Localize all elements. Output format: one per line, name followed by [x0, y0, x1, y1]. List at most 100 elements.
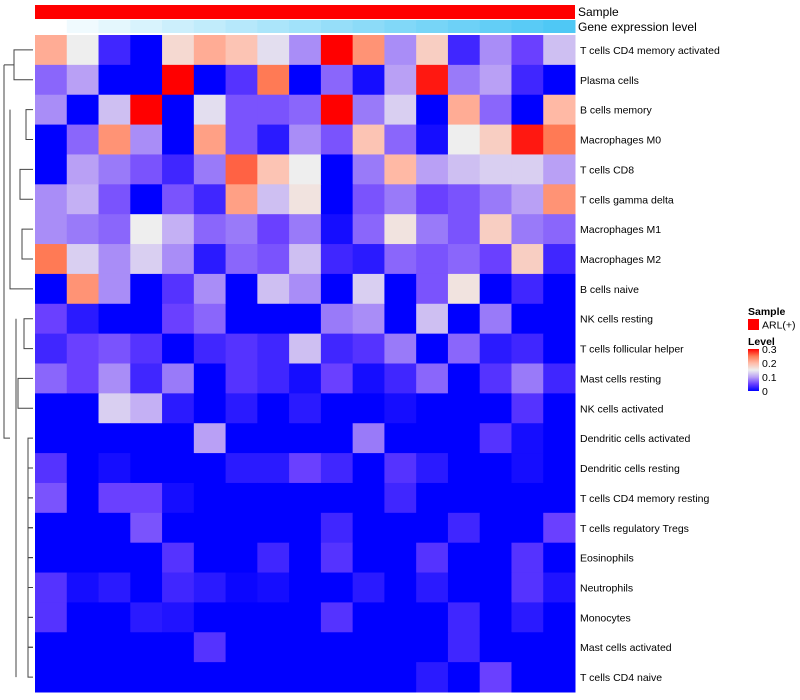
heatmap-cell: [416, 154, 449, 185]
heatmap-cell: [35, 333, 68, 364]
heatmap-cell: [543, 632, 576, 663]
heatmap-cell: [98, 363, 131, 394]
heatmap-cell: [289, 214, 322, 245]
heatmap-cell: [130, 363, 163, 394]
heatmap-cell: [320, 662, 354, 693]
heatmap-cell: [320, 244, 354, 275]
heatmap-cell: [320, 572, 354, 603]
heatmap-cell: [352, 94, 385, 126]
heatmap-cell: [352, 303, 385, 335]
heatmap-cell: [257, 273, 290, 305]
heatmap-cell: [225, 184, 258, 215]
heatmap-cell: [193, 632, 227, 663]
heatmap-cell: [225, 273, 258, 305]
row-label: T cells CD4 memory activated: [580, 45, 720, 57]
heatmap-cell: [352, 64, 385, 96]
heatmap-cell: [35, 64, 68, 96]
heatmap-cell: [35, 662, 68, 693]
heatmap-cell: [384, 662, 417, 693]
heatmap-cell: [511, 632, 544, 663]
heatmap-cell: [162, 393, 195, 424]
heatmap-cell: [35, 363, 68, 394]
heatmap-cell: [416, 363, 449, 394]
heatmap-cell: [543, 303, 576, 335]
dendrogram-branch: [27, 557, 33, 588]
heatmap-cell: [320, 124, 354, 155]
row-label: Mast cells activated: [580, 642, 672, 654]
gene-expression-annotation-cell: [352, 20, 385, 33]
heatmap-cell: [543, 363, 576, 394]
heatmap-cell: [416, 244, 449, 275]
heatmap-cell: [162, 482, 195, 514]
heatmap-cell: [162, 244, 195, 275]
heatmap-cell: [416, 184, 449, 215]
heatmap-cell: [257, 333, 290, 364]
heatmap-cell: [511, 273, 544, 305]
heatmap-cell: [384, 632, 417, 663]
heatmap-cell: [66, 214, 100, 245]
legend-tick: 0: [762, 386, 768, 398]
heatmap-cell: [98, 64, 131, 96]
legend-sample-swatch: [748, 319, 759, 330]
legend-tick: 0.1: [762, 372, 777, 384]
heatmap-cell: [511, 602, 544, 633]
heatmap-cell: [543, 35, 576, 66]
heatmap-cell: [416, 482, 449, 514]
heatmap-cell: [193, 542, 227, 574]
row-label: Monocytes: [580, 612, 631, 624]
heatmap-cell: [193, 482, 227, 514]
heatmap-cell: [511, 124, 544, 155]
heatmap-cell: [66, 184, 100, 215]
heatmap-cell: [257, 423, 290, 454]
heatmap-cell: [352, 273, 385, 305]
dendrogram-branch: [17, 377, 33, 409]
heatmap-cell: [511, 453, 544, 484]
row-label: Neutrophils: [580, 582, 633, 594]
heatmap-cell: [257, 214, 290, 245]
heatmap-cell: [193, 124, 227, 155]
heatmap-cell: [352, 632, 385, 663]
heatmap-cell: [320, 184, 354, 215]
heatmap-cell: [162, 542, 195, 574]
row-label: Macrophages M0: [580, 135, 661, 147]
heatmap-cell: [384, 423, 417, 454]
heatmap-cell: [193, 393, 227, 424]
heatmap-cell: [257, 482, 290, 514]
legend-sample-label: ARL(+): [762, 320, 796, 332]
heatmap-cell: [289, 94, 322, 126]
heatmap-cell: [98, 423, 131, 454]
heatmap-cell: [416, 94, 449, 126]
annotation-label-sample: Sample: [578, 5, 619, 19]
heatmap-cell: [511, 64, 544, 96]
row-label: T cells CD4 memory resting: [580, 493, 709, 505]
heatmap-cell: [543, 94, 576, 126]
heatmap-cell: [416, 273, 449, 305]
heatmap-cell: [98, 602, 131, 633]
heatmap-cell: [320, 363, 354, 394]
heatmap-cell: [447, 363, 481, 394]
heatmap-cell: [479, 244, 512, 275]
heatmap-cell: [162, 423, 195, 454]
heatmap-cell: [479, 333, 512, 364]
gene-expression-annotation-cell: [257, 20, 290, 33]
dendrogram-branch: [19, 168, 33, 200]
heatmap-cell: [543, 423, 576, 454]
heatmap-cell: [225, 632, 258, 663]
heatmap-cell: [384, 393, 417, 424]
heatmap-cell: [130, 214, 163, 245]
heatmap-cell: [384, 572, 417, 603]
heatmap-cell: [416, 333, 449, 364]
heatmap-cell: [257, 632, 290, 663]
heatmap-cell: [384, 453, 417, 484]
heatmap-cell: [162, 632, 195, 663]
heatmap-cell: [320, 602, 354, 633]
heatmap-cell: [289, 303, 322, 335]
heatmap-cell: [35, 512, 68, 544]
heatmap-cell: [130, 303, 163, 335]
heatmap-cell: [162, 124, 195, 155]
heatmap-cell: [66, 303, 100, 335]
gene-expression-annotation-cell: [479, 20, 512, 33]
heatmap-cell: [447, 184, 481, 215]
heatmap-cell: [130, 423, 163, 454]
heatmap-cell: [511, 333, 544, 364]
